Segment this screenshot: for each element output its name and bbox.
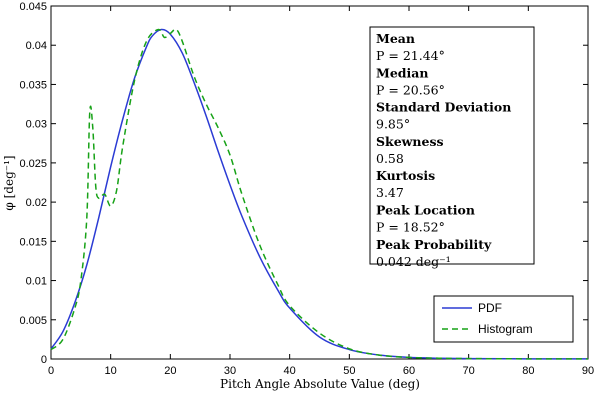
stat-value: 9.85° [376,117,410,132]
y-tick-label: 0.005 [19,315,47,327]
axis-ticks: 0 10 20 30 40 50 60 70 80 90 0 0.005 0.01 0.015 0.02 0.… [19,1,594,377]
stat-heading: Mean [376,31,415,46]
y-axis-label: φ [deg⁻¹] [2,155,16,210]
y-tick-label: 0.04 [26,40,47,52]
stat-value: 3.47 [376,185,404,200]
legend-items: PDF Histogram [442,301,533,336]
stat-value: P = 18.52° [376,220,445,235]
stat-heading: Standard Deviation [376,100,511,115]
series-line-histogram [50,28,589,360]
legend: PDF Histogram [433,295,574,343]
stats-box-frame [369,26,535,265]
x-tick-label: 90 [582,365,594,377]
legend-label: PDF [478,301,502,315]
x-tick-label: 40 [284,365,296,377]
y-tick-label: 0.01 [26,276,47,288]
stat-value: 0.042 deg⁻¹ [376,254,451,269]
stat-heading: Peak Location [376,203,475,218]
legend-frame [433,295,574,343]
stat-value: P = 20.56° [376,82,445,97]
y-tick-label: 0.03 [26,119,47,131]
stats-box: Mean P = 21.44° Median P = 20.56° Standard D… [369,26,535,269]
stat-value: P = 21.44° [376,48,445,63]
stat-value: 0.58 [376,151,404,166]
x-tick-label: 0 [48,365,54,377]
x-tick-label: 80 [522,365,534,377]
x-axis-label: Pitch Angle Absolute Value (deg) [220,377,420,391]
y-tick-label: 0.035 [19,79,47,91]
x-tick-label: 10 [105,365,117,377]
y-tick-label: 0 [41,354,47,366]
x-tick-label: 50 [343,365,355,377]
x-tick-label: 70 [463,365,475,377]
legend-label: Histogram [478,322,533,336]
stat-heading: Skewness [376,134,444,149]
stats-list: Mean P = 21.44° Median P = 20.56° Standard D… [376,31,511,269]
stat-heading: Peak Probability [376,237,492,252]
y-tick-label: 0.015 [19,236,47,248]
y-tick-label: 0.045 [19,1,47,13]
stat-heading: Kurtosis [376,168,435,183]
stat-heading: Median [376,65,428,80]
x-tick-label: 60 [403,365,415,377]
y-tick-label: 0.02 [26,197,47,209]
y-tick-label: 0.025 [19,158,47,170]
x-tick-label: 30 [224,365,236,377]
x-tick-label: 20 [164,365,176,377]
series-lines [50,28,589,360]
